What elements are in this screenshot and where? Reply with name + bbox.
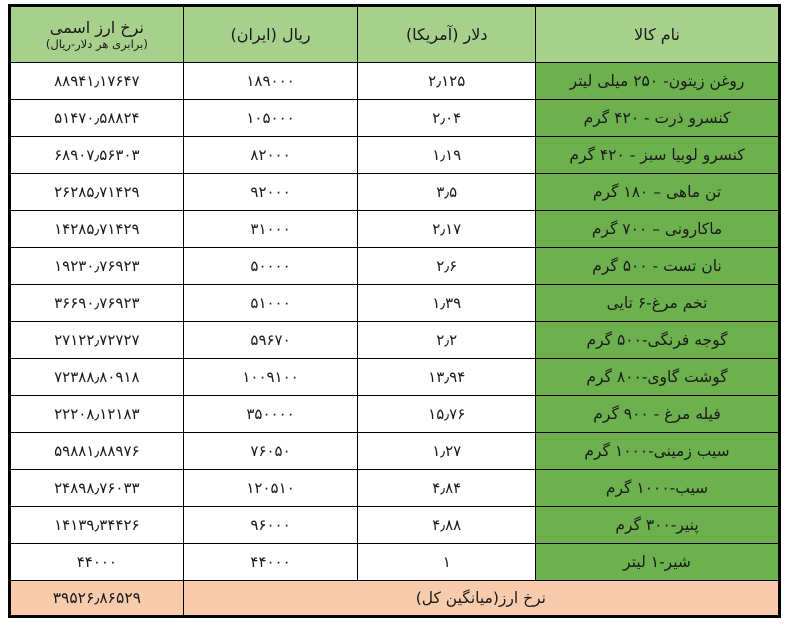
product-name-cell: فیله مرغ - ۹۰۰ گرم [535, 395, 780, 433]
dollar-value-cell: ۱٫۱۹ [357, 136, 537, 174]
product-name-cell: گوشت گاوی-۸۰۰ گرم [535, 358, 780, 396]
product-name-cell: گوجه فرنگی-۵۰۰ گرم [535, 321, 780, 359]
table-row: سیب-۱۰۰۰ گرم ۴٫۸۴ ۱۲۰۵۱۰ ۲۴۸۹۸٫۷۶۰۳۳ [9, 469, 780, 507]
product-name-cell: شیر-۱ لیتر [535, 543, 780, 581]
rate-value-cell: ۲۶۲۸۵٫۷۱۴۲۹ [9, 173, 184, 211]
header-rial: ریال (ایران) [182, 5, 359, 63]
product-name-cell: سیب زمینی-۱۰۰۰ گرم [535, 432, 780, 470]
footer-label-cell: نرخ ارز(میانگین کل) [182, 580, 781, 617]
rial-value-cell: ۱۰۵۰۰۰ [182, 99, 359, 137]
product-name-cell: نان تست - ۵۰۰ گرم [535, 247, 780, 285]
table-body: روغن زیتون- ۲۵۰ میلی لیتر ۲٫۱۲۵ ۱۸۹۰۰۰ ۸… [9, 62, 780, 581]
rate-value-cell: ۱۴۲۸۵٫۷۱۴۲۹ [9, 210, 184, 248]
rate-value-cell: ۷۲۳۸۸٫۸۰۹۱۸ [9, 358, 184, 396]
product-name-cell: تخم مرغ-۶ تایی [535, 284, 780, 322]
dollar-value-cell: ۱ [357, 543, 537, 581]
prices-table: نام کالا دلار (آمریکا) ریال (ایران) نرخ … [8, 4, 781, 618]
footer-average-rate-cell: ۳۹۵۲۶٫۸۶۵۲۹ [9, 580, 184, 617]
header-nominal-rate-title: نرخ ارز اسمی [49, 17, 144, 37]
dollar-value-cell: ۲٫۲ [357, 321, 537, 359]
rate-value-cell: ۵۱۴۷۰٫۵۸۸۲۴ [9, 99, 184, 137]
rial-value-cell: ۱۰۰۹۱۰۰ [182, 358, 359, 396]
dollar-value-cell: ۱٫۲۷ [357, 432, 537, 470]
rate-value-cell: ۲۲۲۰۸٫۱۲۱۸۳ [9, 395, 184, 433]
dollar-value-cell: ۱٫۳۹ [357, 284, 537, 322]
product-name-cell: کنسرو لوبیا سبز - ۴۲۰ گرم [535, 136, 780, 174]
rial-value-cell: ۳۵۰۰۰۰ [182, 395, 359, 433]
rate-value-cell: ۸۸۹۴۱٫۱۷۶۴۷ [9, 62, 184, 100]
rial-value-cell: ۹۲۰۰۰ [182, 173, 359, 211]
product-name-cell: کنسرو ذرت - ۴۲۰ گرم [535, 99, 780, 137]
product-name-cell: ماکارونی – ۷۰۰ گرم [535, 210, 780, 248]
table-row: تخم مرغ-۶ تایی ۱٫۳۹ ۵۱۰۰۰ ۳۶۶۹۰٫۷۶۹۲۳ [9, 284, 780, 322]
rate-value-cell: ۶۸۹۰۷٫۵۶۳۰۳ [9, 136, 184, 174]
rate-value-cell: ۲۴۸۹۸٫۷۶۰۳۳ [9, 469, 184, 507]
dollar-value-cell: ۳٫۵ [357, 173, 537, 211]
table-row: گوشت گاوی-۸۰۰ گرم ۱۳٫۹۴ ۱۰۰۹۱۰۰ ۷۲۳۸۸٫۸۰… [9, 358, 780, 396]
rate-value-cell: ۳۶۶۹۰٫۷۶۹۲۳ [9, 284, 184, 322]
table-row: شیر-۱ لیتر ۱ ۴۴۰۰۰ ۴۴۰۰۰ [9, 543, 780, 581]
rial-value-cell: ۵۱۰۰۰ [182, 284, 359, 322]
table-row: گوجه فرنگی-۵۰۰ گرم ۲٫۲ ۵۹۶۷۰ ۲۷۱۲۲٫۷۲۷۲۷ [9, 321, 780, 359]
header-product-name-label: نام کالا [634, 24, 680, 44]
rial-value-cell: ۴۴۰۰۰ [182, 543, 359, 581]
table-row: کنسرو ذرت - ۴۲۰ گرم ۲٫۰۴ ۱۰۵۰۰۰ ۵۱۴۷۰٫۵۸… [9, 99, 780, 137]
dollar-value-cell: ۲٫۱۲۵ [357, 62, 537, 100]
header-rial-label: ریال (ایران) [230, 24, 311, 44]
dollar-value-cell: ۱۳٫۹۴ [357, 358, 537, 396]
table-row: کنسرو لوبیا سبز - ۴۲۰ گرم ۱٫۱۹ ۸۲۰۰۰ ۶۸۹… [9, 136, 780, 174]
rial-value-cell: ۸۲۰۰۰ [182, 136, 359, 174]
table-row: نان تست - ۵۰۰ گرم ۲٫۶ ۵۰۰۰۰ ۱۹۲۳۰٫۷۶۹۲۳ [9, 247, 780, 285]
header-product-name: نام کالا [535, 5, 780, 63]
product-name-cell: پنیر-۳۰۰ گرم [535, 506, 780, 544]
prices-table-container: نام کالا دلار (آمریکا) ریال (ایران) نرخ … [8, 4, 781, 618]
rate-value-cell: ۱۹۲۳۰٫۷۶۹۲۳ [9, 247, 184, 285]
dollar-value-cell: ۲٫۰۴ [357, 99, 537, 137]
rate-value-cell: ۴۴۰۰۰ [9, 543, 184, 581]
table-row: پنیر-۳۰۰ گرم ۴٫۸۸ ۹۶۰۰۰ ۱۴۱۳۹٫۳۴۴۲۶ [9, 506, 780, 544]
product-name-cell: روغن زیتون- ۲۵۰ میلی لیتر [535, 62, 780, 100]
product-name-cell: تن ماهی – ۱۸۰ گرم [535, 173, 780, 211]
product-name-cell: سیب-۱۰۰۰ گرم [535, 469, 780, 507]
table-row: روغن زیتون- ۲۵۰ میلی لیتر ۲٫۱۲۵ ۱۸۹۰۰۰ ۸… [9, 62, 780, 100]
header-dollar-label: دلار (آمریکا) [405, 24, 488, 44]
table-row: تن ماهی – ۱۸۰ گرم ۳٫۵ ۹۲۰۰۰ ۲۶۲۸۵٫۷۱۴۲۹ [9, 173, 780, 211]
footer-row: نرخ ارز(میانگین کل) ۳۹۵۲۶٫۸۶۵۲۹ [9, 580, 781, 617]
dollar-value-cell: ۴٫۸۸ [357, 506, 537, 544]
rial-value-cell: ۱۲۰۵۱۰ [182, 469, 359, 507]
dollar-value-cell: ۲٫۱۷ [357, 210, 537, 248]
rial-value-cell: ۵۹۶۷۰ [182, 321, 359, 359]
dollar-value-cell: ۲٫۶ [357, 247, 537, 285]
header-nominal-rate: نرخ ارز اسمی (برابری هر دلار-ریال) [9, 5, 184, 63]
header-row: نام کالا دلار (آمریکا) ریال (ایران) نرخ … [9, 5, 780, 63]
rial-value-cell: ۷۶۰۵۰ [182, 432, 359, 470]
rial-value-cell: ۹۶۰۰۰ [182, 506, 359, 544]
table-row: سیب زمینی-۱۰۰۰ گرم ۱٫۲۷ ۷۶۰۵۰ ۵۹۸۸۱٫۸۸۹۷… [9, 432, 780, 470]
header-nominal-rate-subtitle: (برابری هر دلار-ریال) [45, 37, 148, 52]
rial-value-cell: ۵۰۰۰۰ [182, 247, 359, 285]
dollar-value-cell: ۴٫۸۴ [357, 469, 537, 507]
rate-value-cell: ۲۷۱۲۲٫۷۲۷۲۷ [9, 321, 184, 359]
table-row: ماکارونی – ۷۰۰ گرم ۲٫۱۷ ۳۱۰۰۰ ۱۴۲۸۵٫۷۱۴۲… [9, 210, 780, 248]
dollar-value-cell: ۱۵٫۷۶ [357, 395, 537, 433]
table-row: فیله مرغ - ۹۰۰ گرم ۱۵٫۷۶ ۳۵۰۰۰۰ ۲۲۲۰۸٫۱۲… [9, 395, 780, 433]
rial-value-cell: ۱۸۹۰۰۰ [182, 62, 359, 100]
rate-value-cell: ۵۹۸۸۱٫۸۸۹۷۶ [9, 432, 184, 470]
header-dollar: دلار (آمریکا) [357, 5, 537, 63]
rate-value-cell: ۱۴۱۳۹٫۳۴۴۲۶ [9, 506, 184, 544]
rial-value-cell: ۳۱۰۰۰ [182, 210, 359, 248]
